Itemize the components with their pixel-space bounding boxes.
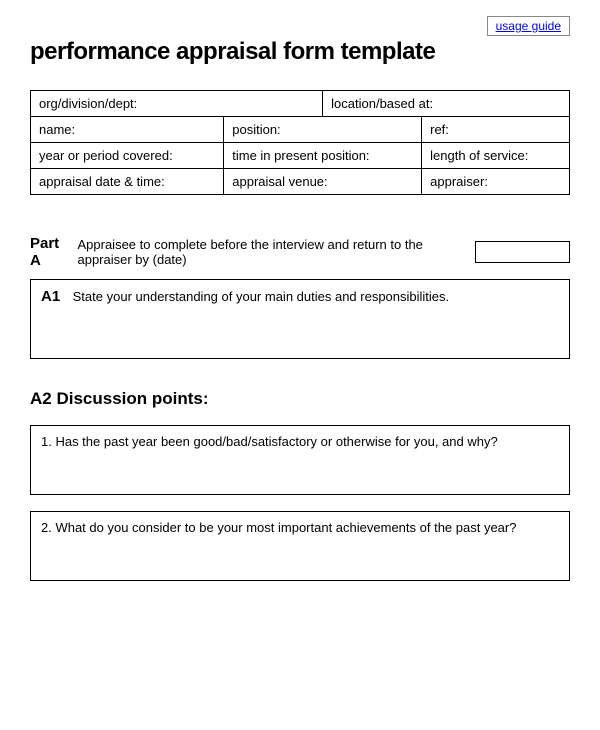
table-row: appraisal date & time: appraisal venue: … <box>31 169 570 195</box>
page-title: performance appraisal form template <box>30 38 570 66</box>
part-a-instruction: Appraisee to complete before the intervi… <box>77 237 471 267</box>
info-table: org/division/dept: location/based at: na… <box>30 90 570 195</box>
usage-guide-link[interactable]: usage guide <box>496 19 561 33</box>
question-box-1: 1. Has the past year been good/bad/satis… <box>30 425 570 495</box>
cell-appraisal-date: appraisal date & time: <box>31 169 224 195</box>
usage-guide-box: usage guide <box>487 16 570 36</box>
cell-appraiser: appraiser: <box>422 169 570 195</box>
cell-time-position: time in present position: <box>224 143 422 169</box>
a1-text: State your understanding of your main du… <box>73 289 450 304</box>
cell-name: name: <box>31 117 224 143</box>
cell-org: org/division/dept: <box>31 91 323 117</box>
table-row: name: position: ref: <box>31 117 570 143</box>
date-input-box[interactable] <box>475 241 570 263</box>
cell-ref: ref: <box>422 117 570 143</box>
part-a-line: Part A Appraisee to complete before the … <box>30 235 570 269</box>
a2-heading: A2 Discussion points: <box>30 389 570 409</box>
a1-label: A1 <box>41 288 60 305</box>
question-box-2: 2. What do you consider to be your most … <box>30 511 570 581</box>
cell-venue: appraisal venue: <box>224 169 422 195</box>
table-row: org/division/dept: location/based at: <box>31 91 570 117</box>
cell-length-service: length of service: <box>422 143 570 169</box>
part-a-label: Part A <box>30 235 67 269</box>
cell-position: position: <box>224 117 422 143</box>
a1-box: A1 State your understanding of your main… <box>30 279 570 359</box>
question-1-text: 1. Has the past year been good/bad/satis… <box>41 434 498 449</box>
question-2-text: 2. What do you consider to be your most … <box>41 520 516 535</box>
cell-location: location/based at: <box>323 91 570 117</box>
table-row: year or period covered: time in present … <box>31 143 570 169</box>
cell-period: year or period covered: <box>31 143 224 169</box>
